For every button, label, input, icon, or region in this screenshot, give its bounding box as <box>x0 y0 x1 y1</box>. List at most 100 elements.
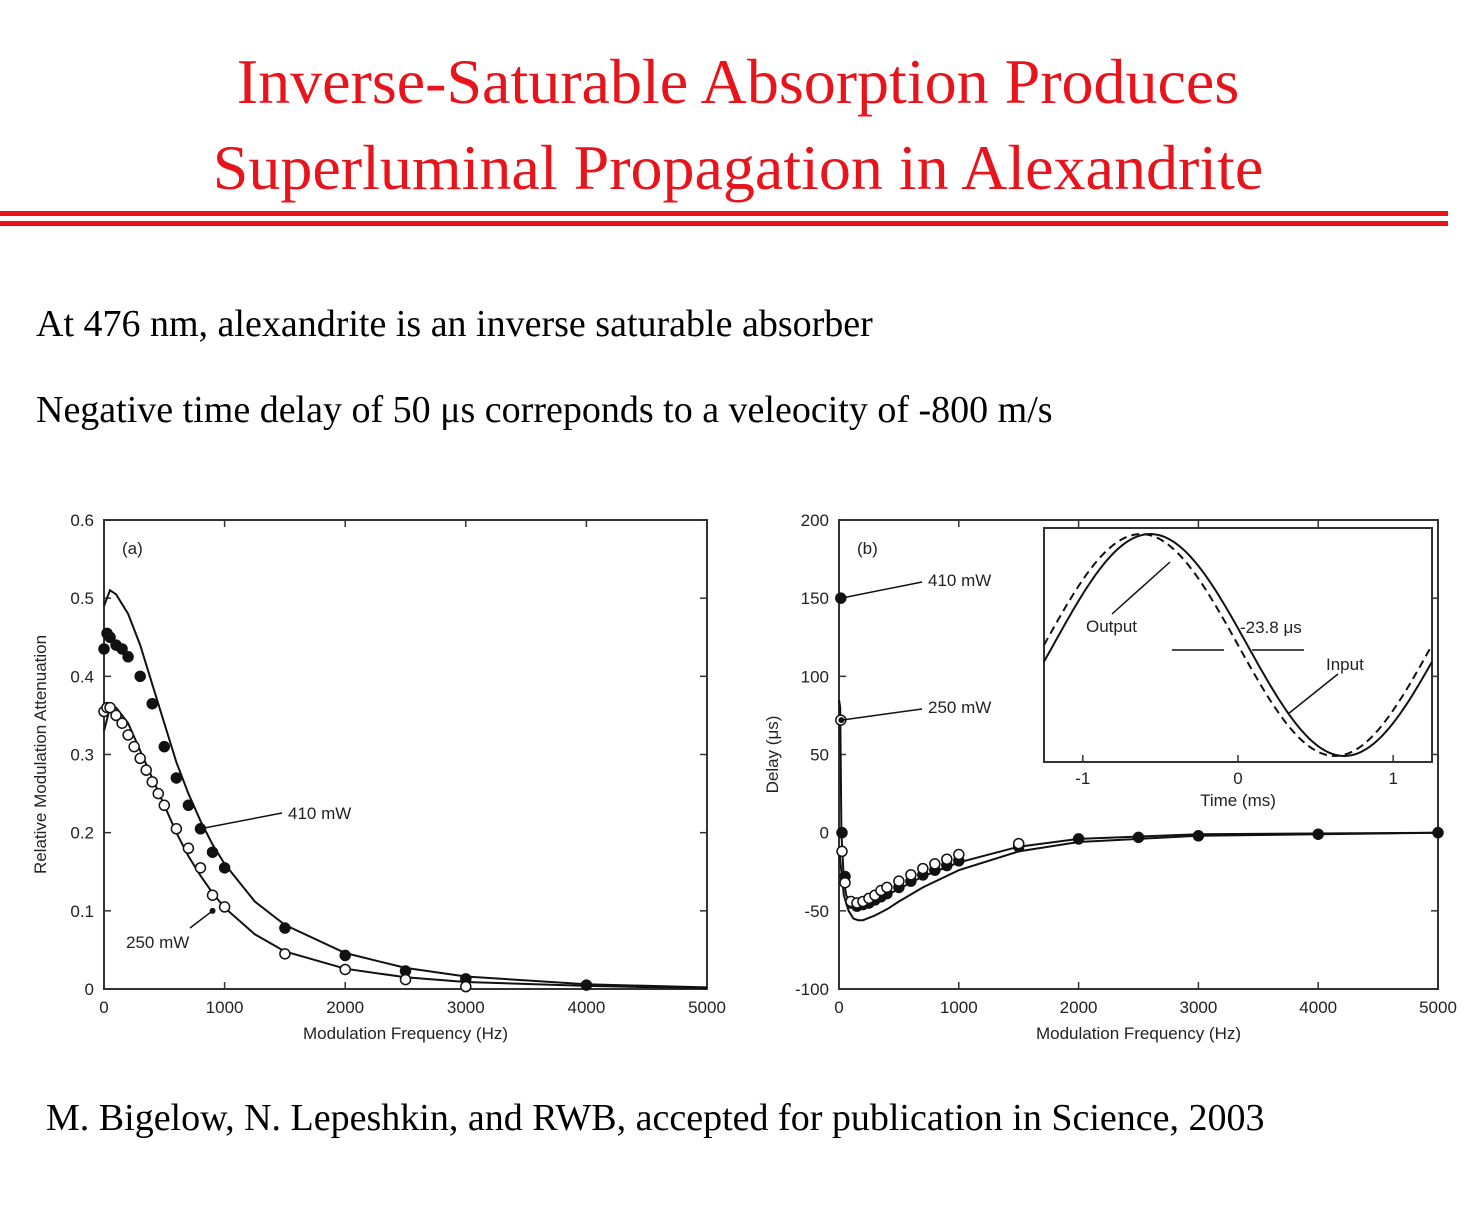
data-point-410mw <box>1072 833 1085 845</box>
y-tick-label: 0.4 <box>70 667 94 686</box>
x-tick-label: 3000 <box>447 998 485 1017</box>
annotation-label: 250 mW <box>928 698 991 717</box>
data-point-250mw <box>128 740 140 753</box>
annotation-label: 410 mW <box>288 804 351 823</box>
data-point-250mw <box>917 862 929 875</box>
data-point-410mw <box>1192 830 1205 842</box>
y-tick-label: 50 <box>810 746 829 765</box>
y-tick-label: 0.3 <box>70 746 94 765</box>
x-tick-label: 1000 <box>206 998 244 1017</box>
chart-a-attenuation: 0 1000 2000 3000 4000 5000 0 0.1 0.2 0.3 0.4 0.5 0.6… <box>31 511 726 1043</box>
slide-title-line-1: Inverse-Saturable Absorption Produces <box>236 46 1240 117</box>
fit-curve <box>103 588 708 989</box>
inset-output-arrow <box>1111 561 1171 615</box>
title-divider-top <box>0 211 1448 216</box>
inset-x-tick-label: 0 <box>1233 769 1242 788</box>
x-tick-label: 2000 <box>1060 998 1098 1017</box>
y-tick-label: 0.6 <box>70 511 94 530</box>
title-divider-bottom <box>0 221 1448 226</box>
data-point-410mw <box>122 651 134 663</box>
chart-b-delay: 0 1000 2000 3000 4000 5000-100-50050100150200… <box>763 511 1457 1043</box>
data-point-250mw <box>905 869 917 881</box>
data-point-250mw <box>881 881 893 894</box>
data-point-250mw <box>158 799 171 812</box>
data-point-250mw <box>170 823 183 835</box>
inset-x-tick-label: -1 <box>1075 769 1090 788</box>
data-point-410mw <box>836 826 848 839</box>
data-point-410mw <box>580 979 593 991</box>
data-point-250mw <box>194 862 207 874</box>
data-point-250mw <box>116 717 128 729</box>
data-point-250mw <box>839 876 851 889</box>
data-point-410mw <box>134 670 146 683</box>
x-axis-label: Modulation Frequency (Hz) <box>1036 1024 1241 1043</box>
x-tick-label: 5000 <box>688 998 726 1017</box>
data-point-250mw <box>953 848 965 861</box>
data-point-250mw <box>218 901 231 913</box>
y-axis-label: Relative Modulation Attenuation <box>31 635 50 874</box>
x-tick-label: 4000 <box>567 998 605 1017</box>
x-tick-label: 0 <box>834 998 843 1017</box>
data-point-250mw <box>893 875 905 887</box>
data-point-410mw <box>1132 831 1145 844</box>
data-point-410mw <box>218 862 231 874</box>
citation-text: M. Bigelow, N. Lepeshkin, and RWB, accep… <box>46 1097 1265 1139</box>
data-point-250mw <box>140 764 152 776</box>
data-point-250mw <box>110 709 122 722</box>
data-point-410mw <box>206 846 219 858</box>
data-point-410mw <box>146 697 158 710</box>
data-point-250mw <box>339 963 351 976</box>
data-point-410mw <box>104 631 116 643</box>
data-point-250mw <box>279 948 291 960</box>
inset-x-axis-label: Time (ms) <box>1200 791 1276 810</box>
data-point-410mw <box>182 799 195 812</box>
fit-curve <box>103 706 708 990</box>
data-point-410mw <box>98 643 110 655</box>
x-axis-label: Modulation Frequency (Hz) <box>303 1024 508 1043</box>
annotation-arrow <box>200 812 283 830</box>
inset-input-curve <box>1043 532 1433 758</box>
bullet-text-1: At 476 nm, alexandrite is an inverse sat… <box>36 303 873 345</box>
y-tick-label: 0.2 <box>70 824 94 843</box>
inset-output-label: Output <box>1086 617 1137 636</box>
annotation-arrow-head <box>209 907 216 914</box>
x-tick-label: 4000 <box>1299 998 1337 1017</box>
data-point-250mw <box>122 729 134 741</box>
y-tick-label: 0.5 <box>70 589 94 608</box>
panel-label: (a) <box>122 539 143 558</box>
panel-label: (b) <box>857 539 878 558</box>
data-point-410mw <box>279 922 291 934</box>
y-tick-label: -50 <box>804 902 829 921</box>
inset-x-tick-label: 1 <box>1388 769 1397 788</box>
annotation-arrow <box>841 708 923 721</box>
x-tick-label: 1000 <box>940 998 978 1017</box>
data-point-250mw <box>206 889 219 901</box>
data-point-250mw <box>1012 837 1025 850</box>
data-point-250mw <box>182 842 195 855</box>
y-tick-label: 0.1 <box>70 902 94 921</box>
slide-title-line-2: Superluminal Propagation in Alexandrite <box>212 132 1264 203</box>
inset-output-curve <box>1043 532 1433 758</box>
data-point-410mw <box>116 643 128 655</box>
data-point-250mw <box>929 858 941 870</box>
y-axis-label: Delay (μs) <box>763 716 782 794</box>
annotation-arrow-head <box>838 595 845 602</box>
annotation-label: 410 mW <box>928 571 991 590</box>
annotation-label: 250 mW <box>126 933 189 952</box>
y-tick-label: 200 <box>801 511 829 530</box>
x-tick-label: 3000 <box>1179 998 1217 1017</box>
y-tick-label: 0 <box>85 980 94 999</box>
plot-frame <box>103 519 708 990</box>
annotation-arrow <box>189 910 213 929</box>
data-point-410mw <box>170 772 183 784</box>
data-point-250mw <box>104 701 116 714</box>
y-tick-label: -100 <box>795 980 829 999</box>
y-tick-label: 0 <box>820 824 829 843</box>
data-point-250mw <box>399 973 412 986</box>
data-point-250mw <box>152 787 165 800</box>
data-point-250mw <box>460 980 472 993</box>
y-tick-label: 150 <box>801 589 829 608</box>
data-point-410mw <box>1432 826 1444 839</box>
data-point-250mw <box>134 752 146 765</box>
data-point-250mw <box>836 845 848 858</box>
